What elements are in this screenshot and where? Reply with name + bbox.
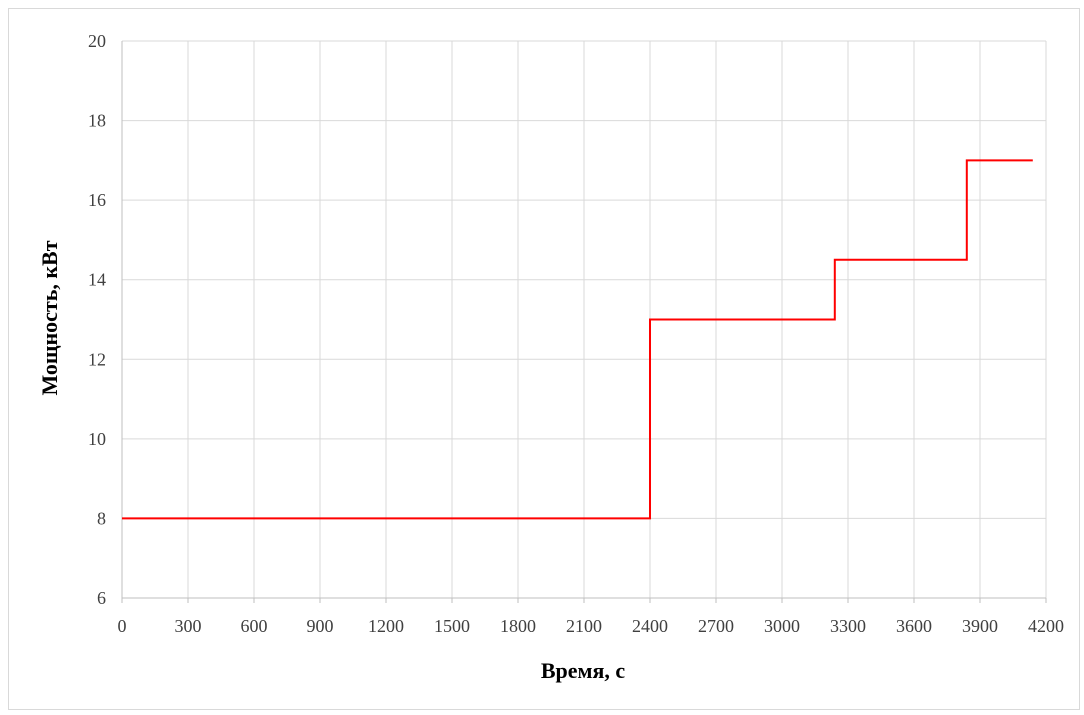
x-tick-label: 0 — [118, 616, 127, 636]
x-tick-label: 1200 — [368, 616, 404, 636]
x-tick-label: 900 — [307, 616, 334, 636]
y-tick-label: 18 — [88, 111, 106, 131]
x-tick-label: 4200 — [1028, 616, 1064, 636]
x-tick-label: 300 — [175, 616, 202, 636]
y-axis-title: Мощность, кВт — [37, 240, 62, 395]
x-tick-label: 1500 — [434, 616, 470, 636]
x-tick-label: 2700 — [698, 616, 734, 636]
y-tick-label: 20 — [88, 31, 106, 51]
x-tick-label: 3300 — [830, 616, 866, 636]
x-axis-title: Время, с — [541, 658, 626, 683]
x-tick-label: 600 — [241, 616, 268, 636]
series-line — [122, 159, 1033, 520]
y-tick-label: 10 — [88, 429, 106, 449]
y-tick-label: 6 — [97, 588, 106, 608]
x-tick-label: 3000 — [764, 616, 800, 636]
x-tick-label: 2400 — [632, 616, 668, 636]
y-tick-label: 12 — [88, 349, 106, 369]
x-tick-label: 3900 — [962, 616, 998, 636]
x-tick-label: 1800 — [500, 616, 536, 636]
tick-labels: 0 300 600 900 1200 1500 1800 2100 2400 2700 3000 33… — [88, 31, 1064, 636]
series — [122, 159, 1033, 520]
y-tick-label: 14 — [88, 270, 106, 290]
y-tick-label: 16 — [88, 190, 106, 210]
y-tick-label: 8 — [97, 508, 106, 528]
x-tick-label: 2100 — [566, 616, 602, 636]
grid — [121, 40, 1047, 599]
axes — [121, 41, 1047, 603]
x-tick-label: 3600 — [896, 616, 932, 636]
